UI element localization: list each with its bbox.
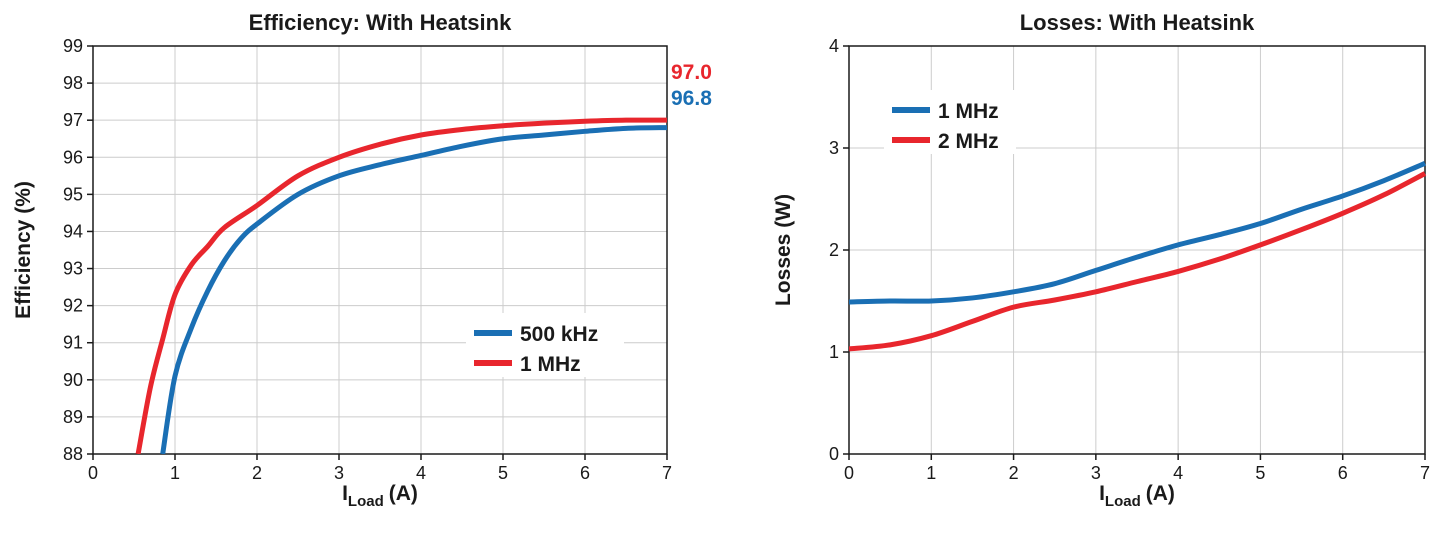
- legend-box: [884, 90, 1016, 154]
- x-tick-label: 4: [416, 463, 426, 483]
- plot-frame: [92, 45, 668, 455]
- y-tick-label: 96: [63, 147, 83, 167]
- legend-label: 500 kHz: [520, 323, 598, 346]
- x-axis-title-main: I: [342, 482, 348, 505]
- legend-box: [466, 313, 624, 377]
- x-tick-label: 4: [1173, 463, 1183, 483]
- end-value-label: 97.0: [671, 61, 712, 84]
- x-axis-title-subscript: Load: [1105, 493, 1141, 510]
- x-tick-label: 5: [1255, 463, 1265, 483]
- x-axis-title: ILoad (A): [1099, 482, 1175, 510]
- series-line-1-mhz: [135, 117, 668, 454]
- x-tick-label: 3: [334, 463, 344, 483]
- y-tick-label: 89: [63, 407, 83, 427]
- end-value-label: 96.8: [671, 87, 712, 110]
- x-tick-label: 1: [926, 463, 936, 483]
- y-tick-label: 88: [63, 444, 83, 464]
- y-tick-label: 0: [829, 444, 839, 464]
- y-tick-label: 93: [63, 259, 83, 279]
- chart-2: 0 1 2 3 4 5 6 7 0 1 2 3 4 Losses: With Heatsink Losses…: [772, 10, 1430, 510]
- x-tick-label: 1: [170, 463, 180, 483]
- x-tick-label: 6: [580, 463, 590, 483]
- chart-title: Losses: With Heatsink: [1020, 10, 1255, 35]
- x-tick-label: 0: [844, 463, 854, 483]
- legend-label: 1 MHz: [520, 353, 581, 376]
- series-line-2-mhz: [849, 171, 1427, 352]
- y-axis-title: Losses (W): [772, 194, 795, 306]
- x-tick-label: 3: [1091, 463, 1101, 483]
- y-tick-label: 95: [63, 184, 83, 204]
- y-tick-label: 91: [63, 333, 83, 353]
- chart-title: Efficiency: With Heatsink: [249, 10, 512, 35]
- x-tick-label: 6: [1338, 463, 1348, 483]
- x-axis-title-unit: (A): [1146, 482, 1175, 505]
- x-tick-label: 0: [88, 463, 98, 483]
- y-axis-title: Efficiency (%): [12, 181, 35, 319]
- y-tick-label: 2: [829, 240, 839, 260]
- x-tick-label: 2: [252, 463, 262, 483]
- y-tick-label: 90: [63, 370, 83, 390]
- series-line-1-mhz: [849, 160, 1426, 305]
- y-tick-label: 3: [829, 138, 839, 158]
- x-axis-title-subscript: Load: [348, 493, 384, 510]
- y-tick-label: 92: [63, 296, 83, 316]
- series-line-500-khz: [160, 125, 668, 454]
- x-axis-title: ILoad (A): [342, 482, 418, 510]
- legend-label: 1 MHz: [938, 100, 999, 123]
- x-tick-label: 2: [1009, 463, 1019, 483]
- y-tick-label: 99: [63, 36, 83, 56]
- y-tick-label: 1: [829, 342, 839, 362]
- x-axis-title-main: I: [1099, 482, 1105, 505]
- x-tick-label: 7: [1420, 463, 1430, 483]
- y-tick-label: 94: [63, 221, 83, 241]
- x-tick-label: 5: [498, 463, 508, 483]
- y-tick-label: 4: [829, 36, 839, 56]
- x-tick-label: 7: [662, 463, 672, 483]
- chart-1: 0 1 2 3 4 5 6 7 88 89 90 91 92 93 94 95 96 97 98 99 Efficien…: [12, 10, 712, 510]
- x-axis-title-unit: (A): [389, 482, 418, 505]
- legend: 1 MHz 2 MHz: [884, 90, 1016, 154]
- legend: 500 kHz 1 MHz: [466, 313, 624, 377]
- y-tick-label: 97: [63, 110, 83, 130]
- y-tick-label: 98: [63, 73, 83, 93]
- legend-label: 2 MHz: [938, 130, 999, 153]
